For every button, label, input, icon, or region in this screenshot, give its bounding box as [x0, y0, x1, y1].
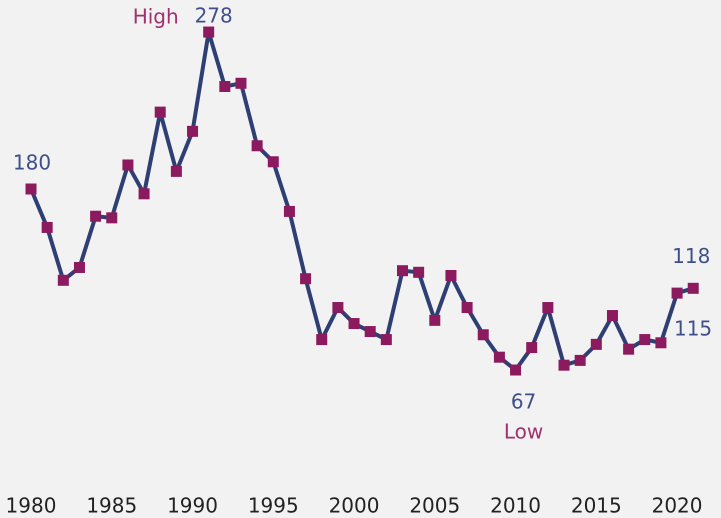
x-tick-label: 2000: [329, 494, 380, 518]
marker: [380, 334, 392, 346]
data-label: 115: [674, 317, 712, 341]
marker: [41, 221, 53, 233]
marker: [655, 337, 667, 349]
marker: [203, 26, 215, 38]
marker: [542, 302, 554, 314]
data-label: 67: [511, 390, 536, 414]
marker: [510, 364, 522, 376]
marker: [90, 210, 102, 222]
marker: [493, 351, 505, 363]
x-tick-label: 2005: [409, 494, 460, 518]
annotation: High: [133, 5, 179, 29]
marker: [25, 183, 37, 195]
marker: [316, 334, 328, 346]
marker: [687, 282, 699, 294]
marker: [283, 205, 295, 217]
marker: [445, 269, 457, 281]
marker: [671, 287, 683, 299]
marker: [300, 273, 312, 285]
marker: [413, 266, 425, 278]
annotation: Low: [504, 420, 543, 444]
marker: [348, 318, 360, 330]
x-tick-label: 1990: [167, 494, 218, 518]
marker: [461, 302, 473, 314]
marker: [590, 338, 602, 350]
marker: [606, 310, 618, 322]
x-tick-label: 2020: [652, 494, 703, 518]
marker: [219, 80, 231, 92]
x-tick-label: 1980: [6, 494, 57, 518]
x-tick-label: 1985: [86, 494, 137, 518]
marker: [187, 125, 199, 137]
marker: [154, 106, 166, 118]
marker: [477, 329, 489, 341]
marker: [623, 343, 635, 355]
x-tick-label: 2010: [490, 494, 541, 518]
marker: [106, 212, 118, 224]
marker: [558, 359, 570, 371]
marker: [574, 354, 586, 366]
data-label: 180: [13, 151, 51, 175]
marker: [526, 342, 538, 354]
marker: [251, 140, 263, 152]
marker: [639, 334, 651, 346]
marker: [57, 274, 69, 286]
data-label: 278: [195, 4, 233, 28]
data-label: 118: [672, 244, 710, 268]
marker: [138, 188, 150, 200]
marker: [267, 156, 279, 168]
marker: [235, 77, 247, 89]
marker: [170, 165, 182, 177]
marker: [332, 302, 344, 314]
marker: [122, 159, 134, 171]
x-tick-label: 2015: [571, 494, 622, 518]
line: [29, 30, 694, 372]
marker: [396, 265, 408, 277]
marker: [364, 326, 376, 338]
marker: [73, 261, 85, 273]
marker: [429, 314, 441, 326]
x-tick-label: 1995: [248, 494, 299, 518]
